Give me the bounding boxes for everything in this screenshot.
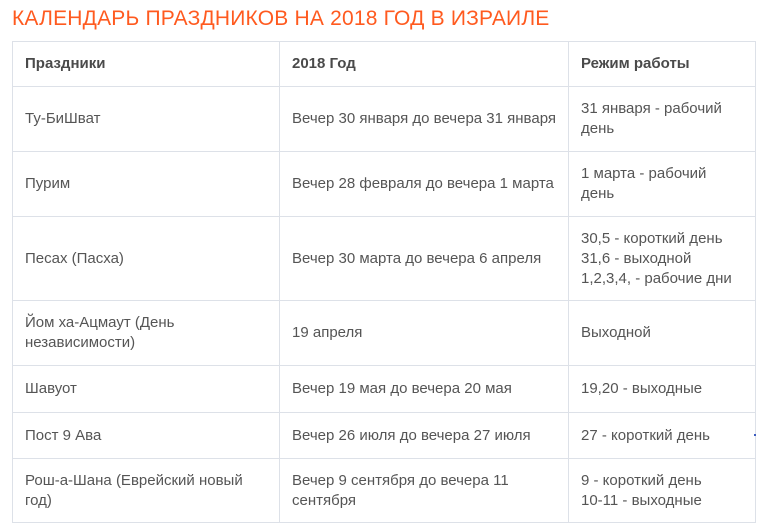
holiday-name: Пост 9 Ава <box>12 412 280 459</box>
stray-dot <box>754 434 756 436</box>
header-holidays: Праздники <box>12 41 280 87</box>
work-mode: 30,5 - короткий день 31,6 - выходной 1,2,3… <box>568 216 756 301</box>
holiday-name: Ту-БиШват <box>12 86 280 152</box>
work-mode: 27 - короткий день <box>568 412 756 459</box>
holiday-dates: Вечер 30 января до вечера 31 января <box>279 86 569 152</box>
work-mode-line: 31,6 - выходной <box>581 249 692 267</box>
table-row: Пурим Вечер 28 февраля до вечера 1 марта 1… <box>12 151 756 217</box>
holiday-dates: Вечер 26 июля до вечера 27 июля <box>279 412 569 459</box>
work-mode-line: Выходной <box>581 324 651 341</box>
work-mode-line: 10-11 - выходные <box>581 491 702 509</box>
holiday-name: Пурим <box>12 151 280 217</box>
table-row: Песах (Пасха) Вечер 30 марта до вечера 6 … <box>12 216 756 301</box>
holiday-dates: 19 апреля <box>279 300 569 366</box>
holiday-dates: Вечер 28 февраля до вечера 1 марта <box>279 151 569 217</box>
table-header-row: Праздники 2018 Год Режим работы <box>12 41 756 87</box>
work-mode-line: 1 марта - рабочий день <box>581 165 707 202</box>
work-mode: 31 января - рабочий день <box>568 86 756 152</box>
work-mode-line: 1,2,3,4, - рабочие дни <box>581 269 732 287</box>
holiday-dates: Вечер 30 марта до вечера 6 апреля <box>279 216 569 301</box>
holiday-name: Шавуот <box>12 365 280 413</box>
holiday-dates: Вечер 19 мая до вечера 20 мая <box>279 365 569 413</box>
holiday-name: Йом ха-Ацмаут (День независимости) <box>12 300 280 366</box>
page-title: КАЛЕНДАРЬ ПРАЗДНИКОВ НА 2018 ГОД В ИЗРАИ… <box>12 7 550 30</box>
header-work-mode: Режим работы <box>568 41 756 87</box>
work-mode-line: 9 - короткий день <box>581 471 702 489</box>
work-mode: 9 - короткий день 10-11 - выходные <box>568 458 756 523</box>
work-mode: Выходной <box>568 300 756 366</box>
work-mode-line: 30,5 - короткий день <box>581 229 723 247</box>
table-row: Шавуот Вечер 19 мая до вечера 20 мая 19,20… <box>12 365 756 413</box>
table-row: Рош-а-Шана (Еврейский новый год) Вечер 9 … <box>12 458 756 523</box>
table-row: Йом ха-Ацмаут (День независимости) 19 апр… <box>12 300 756 366</box>
holiday-name: Песах (Пасха) <box>12 216 280 301</box>
work-mode-line: 19,20 - выходные <box>581 380 703 397</box>
header-year: 2018 Год <box>279 41 569 87</box>
table-row: Ту-БиШват Вечер 30 января до вечера 31 ян… <box>12 86 756 152</box>
work-mode: 19,20 - выходные <box>568 365 756 413</box>
work-mode: 1 марта - рабочий день <box>568 151 756 217</box>
table-row: Пост 9 Ава Вечер 26 июля до вечера 27 июл… <box>12 412 756 459</box>
holiday-name: Рош-а-Шана (Еврейский новый год) <box>12 458 280 523</box>
holidays-table: Праздники 2018 Год Режим работы Ту-БиШва… <box>12 41 756 523</box>
work-mode-line: 31 января - рабочий день <box>581 100 722 137</box>
holiday-dates: Вечер 9 сентября до вечера 11 сентября <box>279 458 569 523</box>
work-mode-line: 27 - короткий день <box>581 426 710 444</box>
